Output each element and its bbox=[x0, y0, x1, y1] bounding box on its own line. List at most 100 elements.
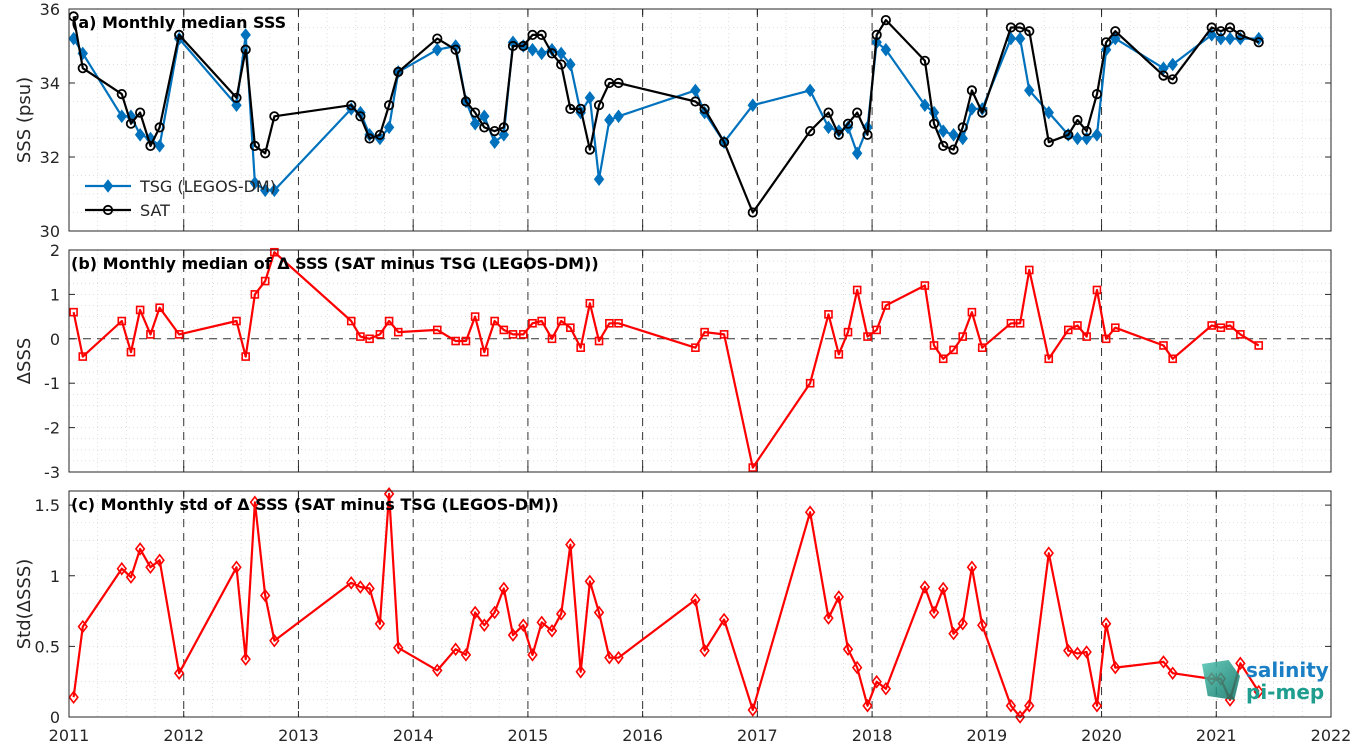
y-axis-label: ΔSSS bbox=[14, 338, 35, 385]
data-point bbox=[747, 98, 758, 112]
data-point bbox=[498, 128, 510, 142]
axes-box bbox=[68, 8, 1332, 232]
data-point bbox=[546, 48, 558, 59]
data-point bbox=[1024, 698, 1035, 713]
data-point bbox=[1224, 22, 1236, 33]
data-point bbox=[555, 607, 567, 621]
panel-title: (a) Monthly median SSS bbox=[71, 13, 286, 32]
data-point bbox=[966, 102, 978, 116]
data-point bbox=[604, 650, 615, 665]
panel-title: (b) Monthly median of Δ SSS (SAT minus T… bbox=[71, 254, 599, 273]
data-point bbox=[843, 327, 853, 337]
y-tick-label: 0 bbox=[50, 330, 60, 349]
data-point bbox=[593, 100, 605, 111]
x-tick-label: 2011 bbox=[49, 726, 90, 745]
y-tick-label: -1 bbox=[44, 374, 60, 393]
data-point bbox=[565, 57, 576, 72]
data-point bbox=[1100, 617, 1112, 631]
data-point bbox=[824, 310, 833, 319]
data-point bbox=[1206, 22, 1217, 33]
axes-box bbox=[68, 249, 1332, 473]
data-point bbox=[173, 666, 185, 680]
data-point bbox=[1024, 26, 1035, 37]
data-point bbox=[1101, 334, 1111, 344]
data-point bbox=[490, 316, 499, 326]
data-point bbox=[432, 325, 442, 335]
data-point bbox=[451, 336, 460, 346]
data-point bbox=[374, 617, 386, 631]
data-point bbox=[269, 183, 280, 198]
x-tick-label: 2020 bbox=[1081, 726, 1122, 745]
data-point bbox=[699, 103, 710, 115]
data-point bbox=[507, 628, 519, 642]
legend-marker bbox=[102, 179, 114, 193]
data-point bbox=[537, 316, 546, 326]
data-point bbox=[499, 325, 509, 335]
data-point bbox=[1215, 26, 1226, 37]
data-point bbox=[700, 327, 709, 337]
data-point bbox=[1015, 318, 1025, 328]
data-point bbox=[518, 40, 529, 52]
x-tick-label: 2016 bbox=[622, 726, 663, 745]
data-point bbox=[613, 109, 624, 124]
data-point bbox=[260, 148, 271, 159]
data-point bbox=[1158, 61, 1169, 75]
data-point bbox=[584, 144, 595, 155]
data-point bbox=[536, 29, 547, 41]
data-point bbox=[565, 103, 576, 115]
data-point bbox=[489, 126, 500, 137]
data-point bbox=[605, 318, 614, 328]
series-line-0 bbox=[72, 492, 1260, 719]
data-point bbox=[240, 652, 251, 666]
data-point bbox=[498, 122, 509, 133]
data-point bbox=[1063, 129, 1074, 140]
x-tick-label: 2019 bbox=[966, 726, 1007, 745]
data-point bbox=[116, 109, 127, 124]
y-tick-label: 30 bbox=[40, 222, 60, 241]
x-tick-label: 2015 bbox=[508, 726, 549, 745]
data-point bbox=[450, 642, 461, 656]
x-tick-label: 2013 bbox=[278, 726, 319, 745]
panel-c-monthly-std-delta-sss: 0 0.5 1 1.5 2011 2012 2013 2014 2015 2016 2017 2018… bbox=[14, 487, 1351, 745]
data-point bbox=[718, 137, 730, 148]
data-point bbox=[77, 619, 88, 634]
data-point bbox=[346, 316, 356, 326]
data-point bbox=[872, 325, 881, 335]
panel-b-monthly-median-delta-sss: -3 -2 -1 0 1 2 ΔSSS (b) Monthly median of Δ SSS… bbox=[14, 241, 1332, 482]
data-point bbox=[260, 276, 270, 286]
data-point bbox=[1072, 131, 1083, 146]
data-point bbox=[881, 301, 891, 310]
y-tick-label: 36 bbox=[40, 0, 60, 19]
data-point bbox=[174, 29, 185, 41]
data-point bbox=[154, 553, 165, 567]
data-point bbox=[699, 643, 710, 658]
data-point bbox=[1215, 31, 1227, 46]
data-point bbox=[748, 463, 758, 472]
data-point bbox=[480, 347, 489, 357]
data-point bbox=[375, 330, 385, 339]
data-point bbox=[880, 681, 892, 696]
data-point bbox=[851, 146, 863, 161]
data-point bbox=[1081, 131, 1092, 146]
data-point bbox=[948, 144, 959, 155]
data-point bbox=[1073, 321, 1082, 330]
data-point bbox=[240, 28, 251, 42]
y-tick-label: 0 bbox=[50, 708, 60, 727]
panel-title: (c) Monthly std of Δ SSS (SAT minus TSG … bbox=[71, 495, 559, 514]
x-tick-label: 2018 bbox=[852, 726, 893, 745]
data-point bbox=[154, 122, 165, 133]
data-point bbox=[1091, 128, 1103, 142]
y-tick-label: 1 bbox=[50, 567, 60, 586]
data-point bbox=[851, 660, 863, 675]
data-point bbox=[469, 605, 481, 620]
data-point bbox=[145, 560, 156, 575]
y-tick-label: 1 bbox=[50, 285, 60, 304]
data-point bbox=[967, 307, 977, 317]
logo-mark-icon bbox=[1202, 660, 1240, 700]
data-point bbox=[365, 334, 374, 344]
data-point bbox=[135, 107, 146, 118]
data-point bbox=[346, 576, 357, 590]
y-axis-label: Std(ΔSSS) bbox=[14, 559, 35, 650]
data-point bbox=[1005, 698, 1017, 713]
data-point bbox=[536, 46, 547, 61]
